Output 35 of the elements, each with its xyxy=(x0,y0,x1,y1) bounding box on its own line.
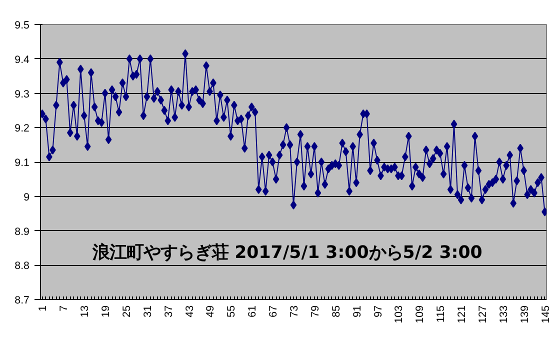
x-tick-label: 67 xyxy=(268,305,280,318)
x-tick-label: 19 xyxy=(100,305,112,318)
x-tick-label: 55 xyxy=(226,305,238,318)
x-tick-label: 139 xyxy=(518,305,531,324)
y-tick-label: 9.4 xyxy=(14,54,30,66)
x-tick-label: 43 xyxy=(184,305,196,318)
x-tick-label: 73 xyxy=(288,305,300,318)
x-tick-label: 103 xyxy=(393,305,406,324)
text: 浪江町やすらぎ荘 2017/5/1 3:00から5/2 3:00 xyxy=(92,242,482,263)
y-tick-label: 8.9 xyxy=(14,226,30,238)
x-tick-label: 109 xyxy=(414,305,426,324)
x-tick-label: 127 xyxy=(476,305,489,324)
x-tick-label: 97 xyxy=(372,305,384,318)
x-tick-label: 85 xyxy=(330,305,342,318)
y-tick-label: 9.3 xyxy=(14,88,30,100)
y-tick-label: 9.5 xyxy=(14,20,30,32)
x-tick-label: 133 xyxy=(498,305,510,324)
x-tick-label: 145 xyxy=(540,305,552,324)
x-tick-label: 115 xyxy=(435,305,448,322)
x-tick-label: 13 xyxy=(79,305,92,318)
x-tick-label: 7 xyxy=(58,305,70,312)
x-tick-label: 79 xyxy=(309,305,322,318)
y-tick-label: 8.8 xyxy=(14,260,30,272)
y-tick-label: 8.7 xyxy=(14,294,30,306)
y-tick-label: 9.2 xyxy=(14,122,30,135)
x-tick-label: 121 xyxy=(456,305,468,324)
y-tick-label: 9.1 xyxy=(14,157,30,169)
x-tick-label: 25 xyxy=(120,305,133,318)
y-tick-label: 9 xyxy=(24,191,30,204)
x-tick-label: 37 xyxy=(162,305,175,318)
x-tick-label: 1 xyxy=(37,305,50,312)
x-tick-label: 91 xyxy=(351,305,364,318)
x-tick-label: 61 xyxy=(246,305,259,318)
x-tick-label: 31 xyxy=(142,305,154,318)
x-tick-label: 49 xyxy=(204,305,217,318)
